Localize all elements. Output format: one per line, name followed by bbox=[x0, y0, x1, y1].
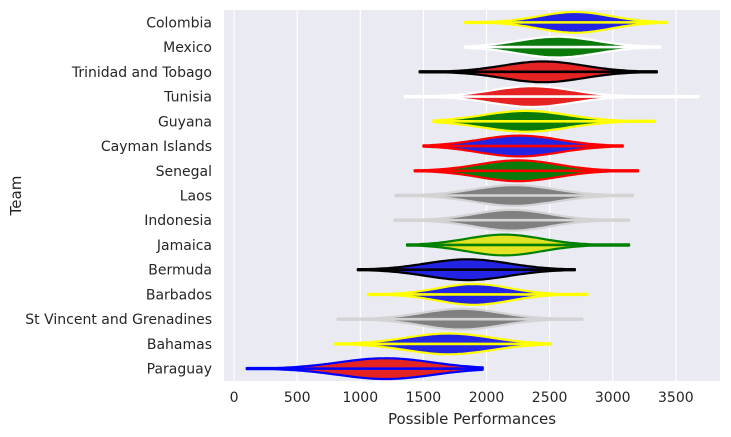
x-tick-label: 1000 bbox=[342, 390, 378, 406]
x-tick-label: 2500 bbox=[532, 390, 568, 406]
y-tick-label: Bahamas bbox=[147, 337, 212, 353]
x-tick-label: 500 bbox=[284, 390, 311, 406]
y-tick-label: Barbados bbox=[146, 287, 212, 303]
y-tick-label: Bermuda bbox=[148, 263, 212, 279]
violins bbox=[245, 10, 700, 381]
y-tick-label: Paraguay bbox=[147, 362, 212, 378]
y-tick-label: Jamaica bbox=[156, 238, 212, 254]
x-axis-label: Possible Performances bbox=[388, 410, 556, 428]
x-tick-label: 0 bbox=[230, 390, 239, 406]
y-tick-label: Mexico bbox=[163, 40, 212, 56]
x-tick-label: 3000 bbox=[595, 390, 631, 406]
y-tick-label: Tunisia bbox=[163, 90, 212, 106]
y-axis-label: Team bbox=[7, 176, 25, 217]
y-tick-label: St Vincent and Grenadines bbox=[25, 312, 212, 328]
y-tick-label: Indonesia bbox=[144, 213, 212, 229]
y-tick-label: Guyana bbox=[158, 114, 212, 130]
y-tick-label: Trinidad and Tobago bbox=[71, 65, 212, 81]
y-tick-label: Laos bbox=[180, 189, 212, 205]
x-tick-label: 1500 bbox=[406, 390, 442, 406]
y-tick-label: Colombia bbox=[146, 15, 212, 31]
y-tick-label: Senegal bbox=[156, 164, 212, 180]
y-axis-ticks: Colombia Mexico Trinidad and Tobago Tunisia… bbox=[25, 15, 212, 377]
x-tick-label: 2000 bbox=[469, 390, 505, 406]
y-tick-label: Cayman Islands bbox=[101, 139, 212, 155]
x-tick-label: 3500 bbox=[658, 390, 694, 406]
x-axis-ticks: 0 500 1000 1500 2000 2500 3000 3500 bbox=[230, 390, 694, 406]
